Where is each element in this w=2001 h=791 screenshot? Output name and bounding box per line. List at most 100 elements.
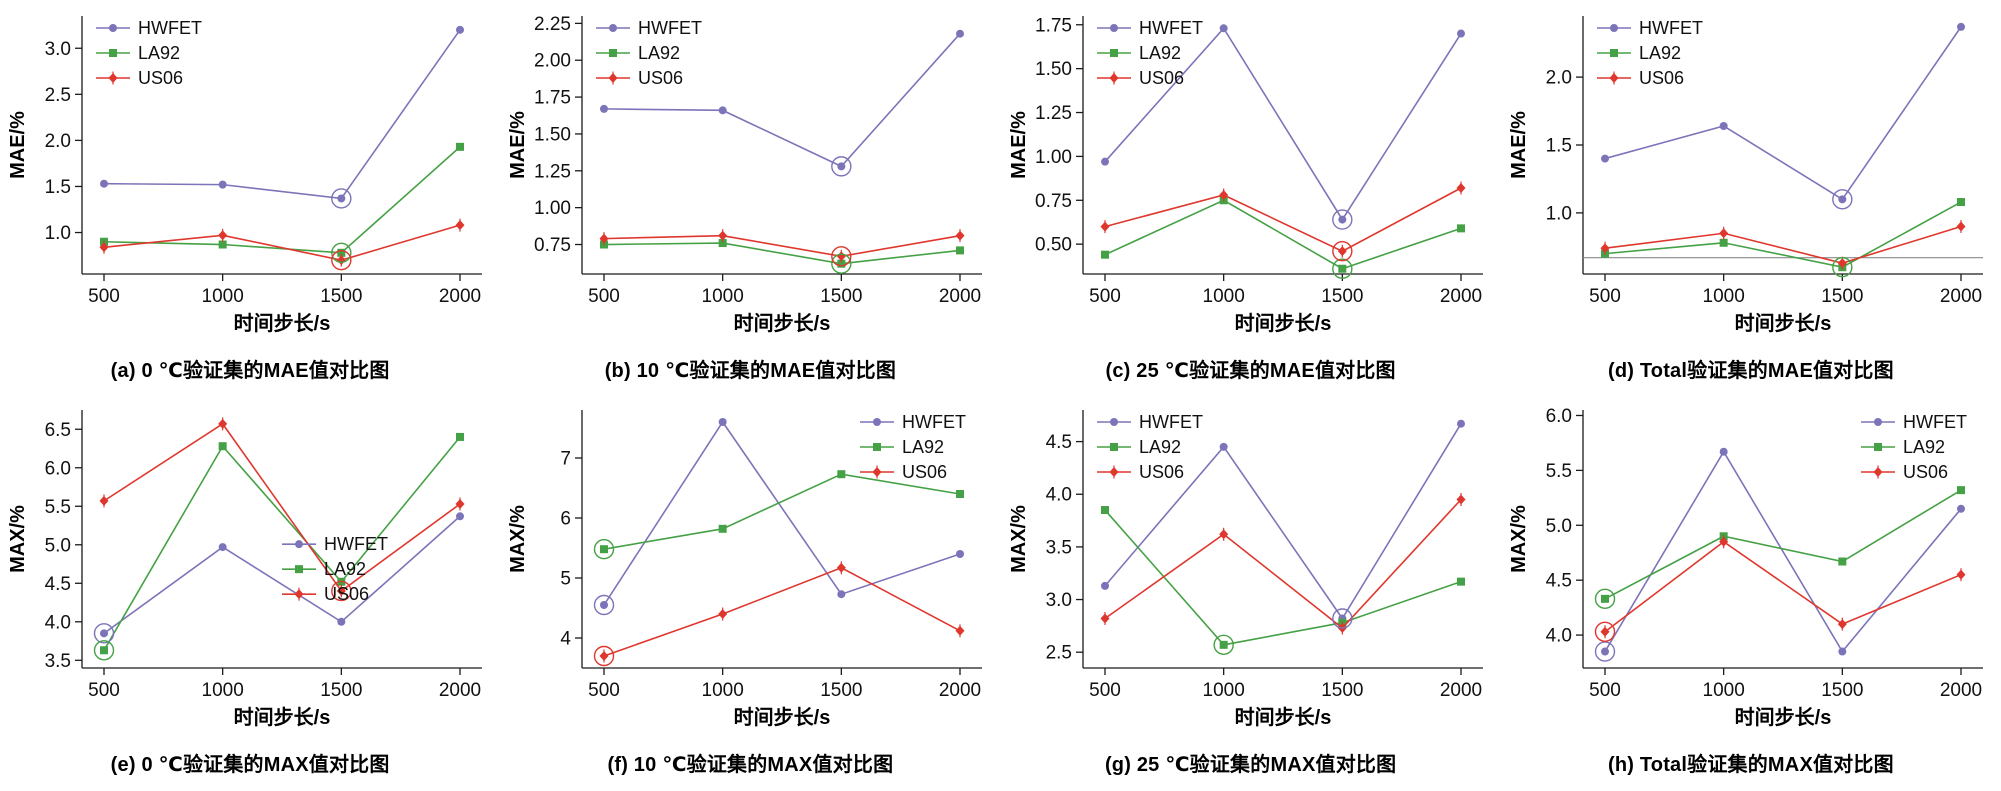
legend: HWFET LA92 US06 [1096, 412, 1203, 482]
svg-text:4.5: 4.5 [45, 573, 71, 594]
series-line-us06 [1604, 540, 1962, 632]
svg-text:1500: 1500 [821, 680, 863, 701]
chart-panel-a: 1.0 1.5 2.0 2.5 3.0 500 1000 1500 2000 时间步长/s MAE/… [0, 2, 500, 396]
svg-text:1000: 1000 [702, 286, 744, 307]
chart-svg-a: 1.0 1.5 2.0 2.5 3.0 500 1000 1500 2000 时间步长/s MAE/… [7, 16, 483, 335]
svg-text:6.0: 6.0 [45, 458, 71, 479]
chart-caption-b: (b) 10 ℃验证集的MAE值对比图 [604, 360, 897, 382]
svg-text:2.00: 2.00 [534, 51, 571, 72]
svg-text:500: 500 [88, 680, 120, 701]
svg-text:1.00: 1.00 [1035, 147, 1072, 168]
svg-text:1.25: 1.25 [1035, 103, 1072, 124]
highlight-ring-hwfet [831, 156, 852, 177]
svg-text:HWFET: HWFET [1139, 412, 1203, 432]
y-axis-title: MAE/% [1508, 111, 1530, 179]
svg-text:US06: US06 [1139, 68, 1184, 88]
svg-text:1000: 1000 [1702, 286, 1744, 307]
svg-text:4.0: 4.0 [45, 612, 71, 633]
svg-text:1000: 1000 [1202, 680, 1244, 701]
chart-svg-b: 0.75 1.00 1.25 1.50 1.75 2.00 2.25 500 1000 1500 2… [507, 14, 983, 335]
svg-text:2.0: 2.0 [1545, 68, 1571, 89]
svg-text:2000: 2000 [439, 286, 481, 307]
y-axis-title: MAX/% [7, 504, 29, 572]
svg-text:3.0: 3.0 [1045, 590, 1071, 611]
svg-text:7: 7 [561, 448, 572, 469]
chart-caption-d: (d) Total验证集的MAE值对比图 [1607, 360, 1894, 382]
svg-text:3.0: 3.0 [45, 39, 71, 60]
svg-text:HWFET: HWFET [324, 534, 388, 554]
y-axis-title: MAE/% [7, 111, 29, 179]
svg-text:LA92: LA92 [902, 437, 944, 457]
highlight-ring-la92 [331, 242, 352, 264]
svg-text:1.00: 1.00 [534, 198, 571, 219]
svg-text:0.75: 0.75 [534, 235, 571, 256]
chart-caption-e: (e) 0 ℃验证集的MAX值对比图 [110, 753, 390, 776]
svg-text:1500: 1500 [821, 286, 863, 307]
svg-text:500: 500 [1089, 286, 1121, 307]
svg-text:LA92: LA92 [138, 43, 180, 63]
chart-panel-g: 2.5 3.0 3.5 4.0 4.5 500 1000 1500 2000 时间步长/s MAX/… [1001, 396, 1501, 790]
svg-text:HWFET: HWFET [902, 412, 966, 432]
svg-text:US06: US06 [1639, 68, 1684, 88]
svg-text:2000: 2000 [1439, 680, 1481, 701]
svg-text:1500: 1500 [320, 680, 362, 701]
svg-text:5.5: 5.5 [45, 496, 71, 517]
highlight-ring-la92 [1331, 258, 1353, 279]
series-line-hwfet [1104, 26, 1462, 222]
y-axis-title: MAX/% [507, 504, 529, 572]
series-line-us06 [104, 224, 461, 262]
series-line-la92 [1604, 488, 1962, 600]
svg-text:HWFET: HWFET [1639, 18, 1703, 38]
line-chart-b: 0.75 1.00 1.25 1.50 1.75 2.00 2.25 500 1000 1500 2… [500, 2, 1000, 340]
y-axis-title: MAE/% [1008, 111, 1030, 179]
svg-text:1000: 1000 [202, 286, 244, 307]
series-line-la92 [1104, 199, 1461, 270]
svg-text:5.5: 5.5 [1545, 460, 1571, 481]
svg-text:2000: 2000 [439, 680, 481, 701]
highlight-ring-us06 [831, 246, 852, 267]
svg-text:1500: 1500 [1321, 286, 1363, 307]
x-axis-title: 时间步长/s [1234, 706, 1331, 729]
svg-text:LA92: LA92 [1639, 43, 1681, 63]
svg-text:2.25: 2.25 [534, 14, 571, 35]
series-line-hwfet [104, 29, 461, 200]
series-line-la92 [604, 242, 961, 265]
svg-text:500: 500 [1089, 680, 1121, 701]
series-line-hwfet [1104, 422, 1462, 620]
highlight-ring-us06 [1331, 240, 1353, 262]
highlight-ring-la92 [594, 538, 615, 559]
chart-svg-g: 2.5 3.0 3.5 4.0 4.5 500 1000 1500 2000 时间步长/s MAX/… [1008, 409, 1483, 729]
line-chart-c: 0.50 0.75 1.00 1.25 1.50 1.75 500 1000 1500 2000 时… [1001, 2, 1501, 340]
series-line-la92 [1604, 201, 1962, 269]
x-axis-title: 时间步长/s [1735, 312, 1832, 335]
series-line-la92 [103, 435, 461, 651]
series-line-us06 [604, 234, 961, 258]
chart-caption-c: (c) 25 ℃验证集的MAE值对比图 [1105, 360, 1396, 382]
highlight-ring-hwfet [93, 622, 115, 644]
svg-text:2000: 2000 [939, 286, 981, 307]
svg-text:2000: 2000 [1439, 286, 1481, 307]
chart-svg-d: 1.0 1.5 2.0 500 1000 1500 2000 时间步长/s MAE/% HWFET… [1508, 16, 1983, 335]
chart-svg-e: 3.5 4.0 4.5 5.0 5.5 6.0 6.5 500 1000 1500 2000 时间步长… [7, 409, 483, 729]
series-line-hwfet [1604, 449, 1962, 653]
svg-text:1500: 1500 [1821, 680, 1863, 701]
svg-text:1.50: 1.50 [534, 124, 571, 145]
svg-text:4.5: 4.5 [1045, 432, 1071, 453]
svg-text:LA92: LA92 [638, 43, 680, 63]
svg-text:3.5: 3.5 [1045, 537, 1071, 558]
chart-caption-f: (f) 10 ℃验证集的MAX值对比图 [607, 753, 894, 776]
svg-text:HWFET: HWFET [138, 18, 202, 38]
y-axis-title: MAX/% [1508, 504, 1530, 572]
chart-panel-c: 0.50 0.75 1.00 1.25 1.50 1.75 500 1000 1500 2000 时… [1001, 2, 1501, 396]
highlight-ring-us06 [331, 249, 352, 271]
svg-text:1000: 1000 [202, 680, 244, 701]
series-line-us06 [1104, 498, 1462, 629]
highlight-ring-la92 [831, 253, 852, 274]
chart-caption-g: (g) 25 ℃验证集的MAX值对比图 [1104, 753, 1397, 776]
highlight-ring-hwfet [1331, 209, 1353, 230]
svg-text:3.5: 3.5 [45, 650, 71, 671]
x-axis-title: 时间步长/s [734, 312, 831, 335]
line-chart-a: 1.0 1.5 2.0 2.5 3.0 500 1000 1500 2000 时间步长/s MAE/… [0, 2, 500, 340]
svg-text:6: 6 [561, 508, 572, 529]
